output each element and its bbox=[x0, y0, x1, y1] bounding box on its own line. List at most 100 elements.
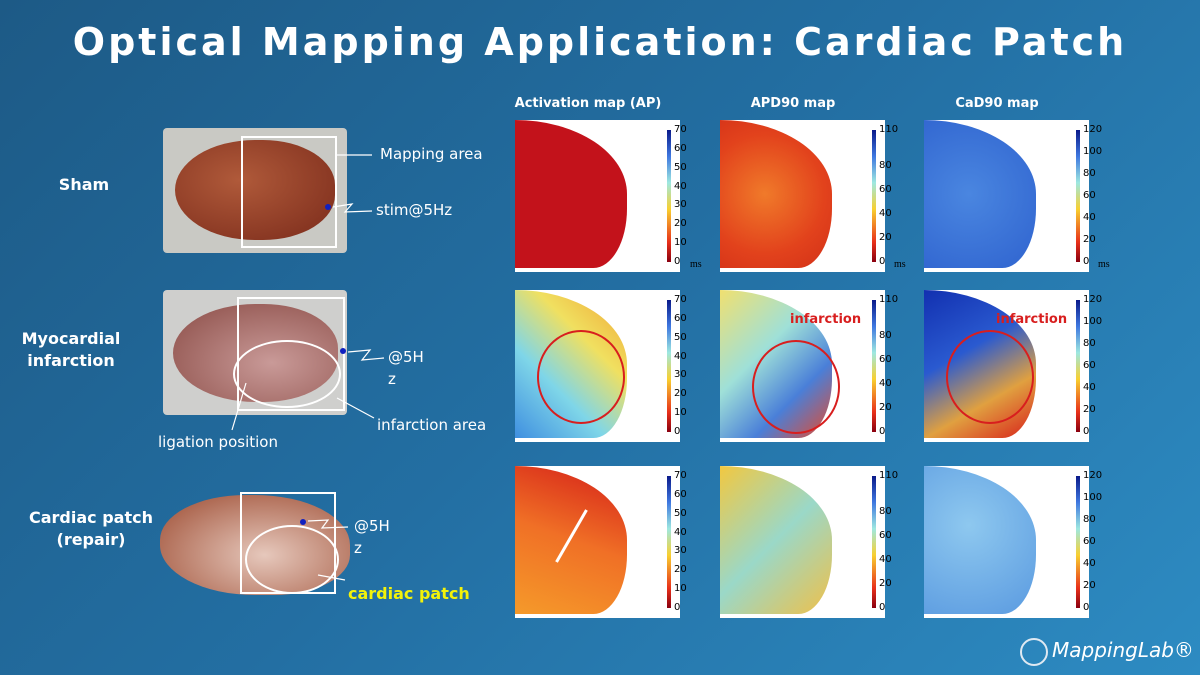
colorbar-tick: 20 bbox=[1083, 580, 1096, 591]
colorbar bbox=[667, 300, 671, 432]
colorbar-tick: 110 bbox=[879, 470, 899, 481]
infarction-outline bbox=[233, 340, 341, 408]
column-header: Activation map (AP) bbox=[514, 96, 662, 111]
colorbar-tick: 80 bbox=[1083, 338, 1096, 349]
mapping-frame bbox=[237, 297, 345, 411]
colorbar-tick: 20 bbox=[879, 578, 892, 589]
colorbar-tick: 20 bbox=[674, 218, 687, 230]
column-header: APD90 map bbox=[750, 96, 836, 111]
colorbar-tick: 80 bbox=[1083, 514, 1096, 525]
colorbar-tick: 20 bbox=[674, 564, 687, 576]
pointer bbox=[332, 203, 373, 213]
colorbar-tick: 0 bbox=[1083, 256, 1090, 267]
colorbar-tick: 40 bbox=[1083, 382, 1096, 393]
colorbar bbox=[872, 130, 876, 262]
colorbar-tick: 60 bbox=[674, 488, 687, 500]
colorbar-tick: 60 bbox=[1083, 536, 1096, 547]
colorbar-tick: 20 bbox=[1083, 404, 1096, 415]
heatmap bbox=[924, 120, 1036, 268]
colorbar bbox=[1076, 476, 1080, 608]
colorbar-tick: 10 bbox=[674, 237, 687, 249]
annotation: ligation position bbox=[158, 433, 278, 451]
colorbar-tick: 0 bbox=[1083, 602, 1090, 613]
colorbar-tick: 100 bbox=[1083, 492, 1103, 503]
row-label: Myocardial infarction bbox=[21, 329, 121, 370]
stim-point bbox=[340, 348, 346, 354]
colorbar-tick: 50 bbox=[674, 331, 687, 343]
colorbar-tick: 50 bbox=[674, 161, 687, 173]
map-panel: 0 20 40 60 80 110 infarction bbox=[720, 290, 898, 442]
unit-label: ms bbox=[1098, 259, 1110, 270]
pointer bbox=[336, 397, 375, 419]
colorbar-tick: 50 bbox=[674, 507, 687, 519]
colorbar-tick: 100 bbox=[1083, 316, 1103, 327]
colorbar-tick: 40 bbox=[674, 526, 687, 538]
colorbar bbox=[1076, 300, 1080, 432]
colorbar-tick: 80 bbox=[879, 160, 892, 171]
colorbar-tick: 40 bbox=[674, 350, 687, 362]
map-panel: 0 20 40 60 80 110 ms bbox=[720, 120, 906, 272]
colorbar-tick: 60 bbox=[674, 142, 687, 154]
colorbar-tick: 120 bbox=[1083, 470, 1103, 481]
colorbar-tick: 60 bbox=[674, 312, 687, 324]
colorbar bbox=[872, 476, 876, 608]
colorbar-tick: 40 bbox=[674, 180, 687, 192]
infarction-circle bbox=[537, 330, 625, 424]
colorbar-tick: 10 bbox=[674, 407, 687, 419]
colorbar-tick: 80 bbox=[879, 506, 892, 517]
colorbar-tick: 110 bbox=[879, 124, 899, 135]
heatmap bbox=[515, 466, 627, 614]
annotation: @5Hz bbox=[354, 517, 390, 557]
colorbar-tick: 60 bbox=[879, 184, 892, 195]
colorbar-tick: 30 bbox=[674, 369, 687, 381]
heatmap bbox=[720, 120, 832, 268]
colorbar-tick: 80 bbox=[1083, 168, 1096, 179]
colorbar-tick: 60 bbox=[1083, 190, 1096, 201]
map-panel: 0 20 40 60 80 100 120 infarction bbox=[924, 290, 1102, 442]
mapping-frame bbox=[241, 136, 337, 248]
slide-title: Optical Mapping Application: Cardiac Pat… bbox=[72, 20, 1128, 64]
unit-label: ms bbox=[894, 259, 906, 270]
annotation: infarction area bbox=[377, 416, 487, 434]
unit-label: ms bbox=[690, 259, 702, 270]
map-panel: 0 10 20 30 40 50 60 70 ms bbox=[515, 120, 702, 272]
colorbar-tick: 30 bbox=[674, 545, 687, 557]
colorbar-tick: 40 bbox=[1083, 558, 1096, 569]
row-label: Cardiac patch (repair) bbox=[29, 508, 153, 549]
colorbar-tick: 0 bbox=[674, 426, 681, 437]
colorbar-tick: 10 bbox=[674, 583, 687, 595]
colorbar bbox=[1076, 130, 1080, 262]
colorbar-tick: 0 bbox=[1083, 426, 1090, 437]
brand-logo bbox=[1020, 638, 1048, 666]
pointer bbox=[307, 519, 349, 529]
stim-point bbox=[300, 519, 306, 525]
patch-outline bbox=[245, 525, 339, 594]
colorbar-tick: 40 bbox=[879, 208, 892, 219]
colorbar-tick: 20 bbox=[879, 232, 892, 243]
colorbar-tick: 80 bbox=[879, 330, 892, 341]
colorbar-tick: 20 bbox=[674, 388, 687, 400]
map-label: infarction bbox=[996, 312, 1068, 327]
colorbar-tick: 120 bbox=[1083, 124, 1103, 135]
map-label: infarction bbox=[790, 312, 862, 327]
annotation: Mapping area bbox=[380, 145, 483, 163]
heatmap bbox=[924, 466, 1036, 614]
colorbar-tick: 120 bbox=[1083, 294, 1103, 305]
colorbar-tick: 70 bbox=[674, 294, 687, 305]
colorbar-tick: 20 bbox=[1083, 234, 1096, 245]
colorbar-tick: 40 bbox=[1083, 212, 1096, 223]
colorbar bbox=[667, 476, 671, 608]
colorbar-tick: 0 bbox=[879, 256, 886, 267]
heatmap bbox=[720, 466, 832, 614]
heart bbox=[175, 140, 335, 240]
colorbar-tick: 60 bbox=[1083, 360, 1096, 371]
pointer bbox=[347, 349, 385, 361]
map-panel: 0 10 20 30 40 50 60 70 bbox=[515, 466, 687, 618]
colorbar-tick: 70 bbox=[674, 470, 687, 481]
map-panel: 0 20 40 60 80 100 120 bbox=[924, 466, 1102, 618]
colorbar-tick: 110 bbox=[879, 294, 899, 305]
pointer bbox=[317, 574, 346, 581]
map-panel: 0 20 40 60 80 110 bbox=[720, 466, 898, 618]
colorbar bbox=[872, 300, 876, 432]
